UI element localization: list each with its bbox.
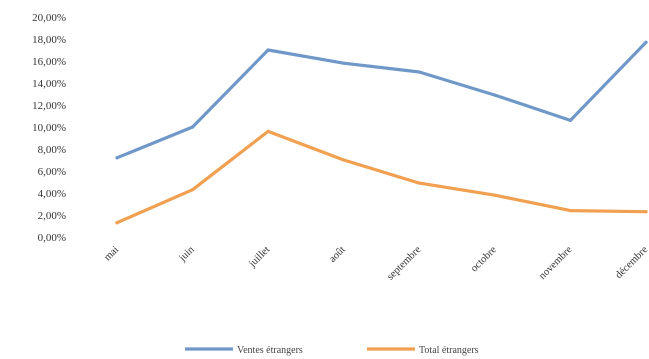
legend: Ventes étrangers Total étrangers xyxy=(185,345,479,356)
series-lines xyxy=(115,40,648,225)
x-tick-label: septembre xyxy=(385,244,424,283)
data-point xyxy=(191,188,195,192)
series-line-1 xyxy=(115,40,648,160)
x-tick-label: novembre xyxy=(537,244,575,282)
x-tick-label: août xyxy=(327,244,348,265)
y-tick-label: 12,00% xyxy=(32,100,66,112)
data-point xyxy=(115,221,119,225)
y-tick-label: 10,00% xyxy=(32,122,66,134)
data-point xyxy=(115,156,119,160)
data-point xyxy=(568,118,573,122)
x-tick-label: mai xyxy=(102,244,121,263)
y-tick-label: 2,00% xyxy=(38,210,66,222)
data-point xyxy=(191,125,195,129)
data-point xyxy=(266,129,270,133)
y-axis-ticks: 0,00% 2,00% 4,00% 6,00% 8,00% 10,00% 12,00% 14,… xyxy=(32,12,66,244)
legend-label-2: Total étrangers xyxy=(419,345,479,356)
y-tick-label: 4,00% xyxy=(38,188,66,200)
x-axis-labels: mai juin juillet août septembre octobre novemb… xyxy=(102,244,649,283)
data-point xyxy=(493,93,497,97)
y-tick-label: 20,00% xyxy=(32,12,66,24)
y-tick-label: 18,00% xyxy=(32,34,66,46)
data-point xyxy=(568,209,573,213)
data-point xyxy=(417,70,421,74)
x-tick-label: octobre xyxy=(469,244,499,274)
data-point xyxy=(644,210,648,214)
data-point xyxy=(342,61,346,65)
x-tick-label: décembre xyxy=(613,244,649,281)
y-tick-label: 6,00% xyxy=(38,166,66,178)
series-line-2 xyxy=(115,129,648,225)
x-tick-label: juillet xyxy=(246,244,272,270)
legend-label-1: Ventes étrangers xyxy=(237,345,303,356)
y-tick-label: 8,00% xyxy=(38,144,66,156)
y-tick-label: 0,00% xyxy=(38,232,66,244)
x-tick-label: juin xyxy=(177,244,198,265)
data-point xyxy=(417,181,421,185)
y-tick-label: 16,00% xyxy=(32,56,66,68)
y-tick-label: 14,00% xyxy=(32,78,66,90)
data-point xyxy=(493,193,497,197)
data-point xyxy=(644,40,648,44)
data-point xyxy=(266,48,270,52)
data-point xyxy=(342,158,346,162)
